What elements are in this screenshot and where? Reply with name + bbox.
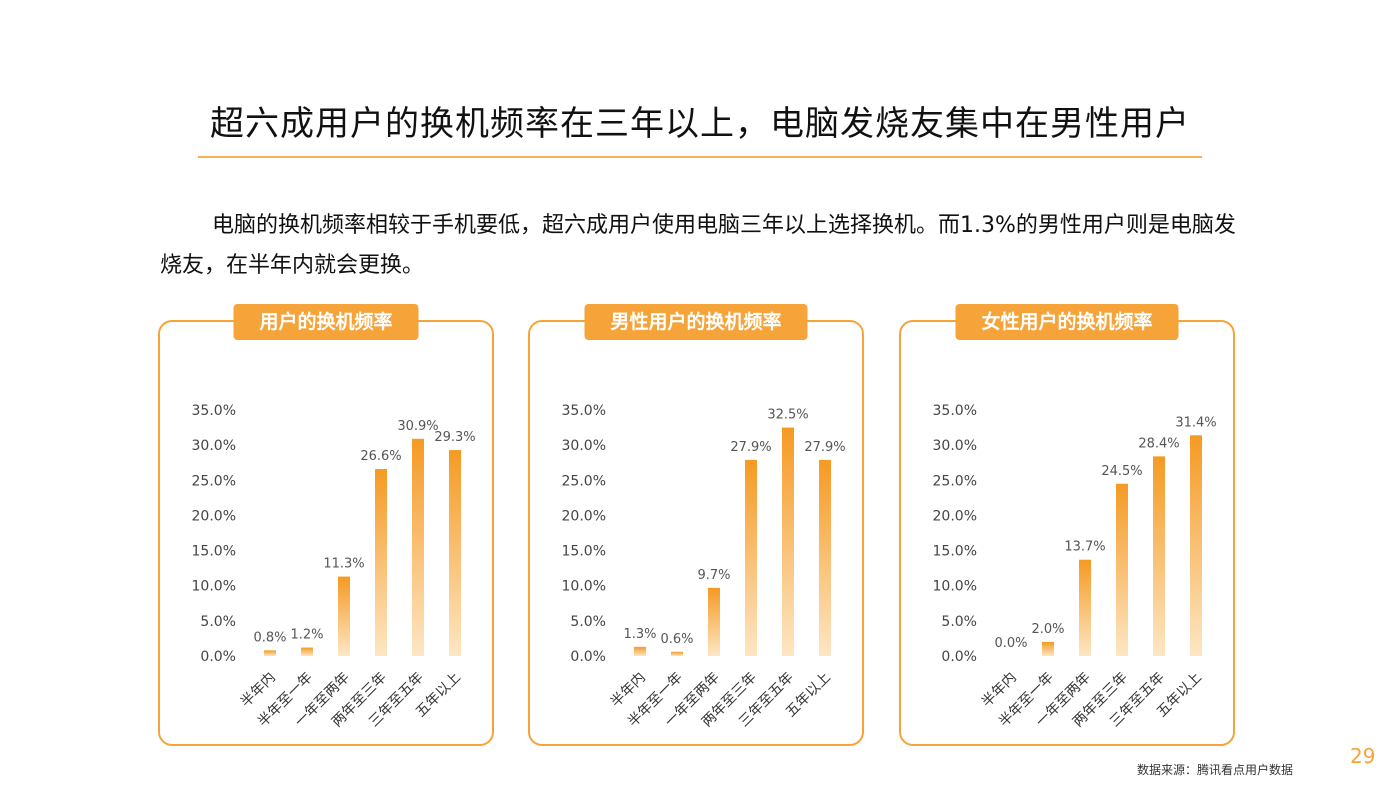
- y-tick-label: 25.0%: [933, 473, 977, 489]
- bar: [412, 438, 424, 656]
- chart-panel-male: 男性用户的换机频率 0.0% 5.0% 10.0% 15.0% 20.0% 25.0% 30…: [528, 304, 864, 746]
- y-tick-label: 5.0%: [200, 614, 236, 630]
- y-tick-label: 25.0%: [192, 473, 236, 489]
- bar-value-label: 30.9%: [397, 419, 438, 434]
- y-tick-label: 0.0%: [200, 649, 236, 665]
- y-tick-label: 20.0%: [192, 508, 236, 524]
- y-tick-label: 35.0%: [562, 403, 606, 419]
- y-tick-label: 30.0%: [192, 438, 236, 454]
- bar-value-label: 32.5%: [767, 408, 808, 423]
- chart-title-male: 男性用户的换机频率: [584, 304, 808, 340]
- bar-value-label: 26.6%: [360, 449, 401, 464]
- y-tick-label: 20.0%: [933, 508, 977, 524]
- bar-value-label: 27.9%: [804, 440, 845, 455]
- bar-value-label: 11.3%: [323, 557, 364, 572]
- bar: [1153, 456, 1165, 656]
- y-tick-label: 15.0%: [933, 544, 977, 560]
- intro-paragraph: 电脑的换机频率相较于手机要低，超六成用户使用电脑三年以上选择换机。而1.3%的男…: [160, 213, 1236, 278]
- bar-value-label: 2.0%: [1031, 622, 1064, 637]
- bar: [1190, 435, 1202, 656]
- y-tick-label: 35.0%: [933, 403, 977, 419]
- bar-value-label: 1.3%: [623, 627, 656, 642]
- y-tick-label: 0.0%: [941, 649, 977, 665]
- y-tick-label: 5.0%: [570, 614, 606, 630]
- y-tick-label: 15.0%: [562, 544, 606, 560]
- bar: [819, 459, 831, 656]
- bar-chart-male: 0.0% 5.0% 10.0% 15.0% 20.0% 25.0% 30.0% 35.0% 1.…: [562, 403, 846, 730]
- page-title: 超六成用户的换机频率在三年以上，电脑发烧友集中在男性用户: [210, 104, 1190, 144]
- bar-value-label: 9.7%: [697, 568, 730, 583]
- bar-chart-female: 0.0% 5.0% 10.0% 15.0% 20.0% 25.0% 30.0% 35.0% 0.…: [933, 403, 1217, 730]
- bar-value-label: 0.6%: [660, 632, 693, 647]
- bar: [301, 647, 313, 656]
- y-tick-label: 0.0%: [570, 649, 606, 665]
- y-tick-label: 10.0%: [192, 579, 236, 595]
- bar-chart-all: 0.0% 5.0% 10.0% 15.0% 20.0% 25.0% 30.0% 35.0% 0.…: [192, 403, 476, 730]
- data-source-note: 数据来源：腾讯看点用户数据: [1137, 763, 1294, 777]
- chart-panel-all: 用户的换机频率 0.0% 5.0% 10.0% 15.0% 20.0% 25.0% 30.0…: [158, 304, 494, 746]
- y-tick-label: 25.0%: [562, 473, 606, 489]
- bar: [264, 650, 276, 656]
- y-tick-label: 5.0%: [941, 614, 977, 630]
- y-tick-label: 35.0%: [192, 403, 236, 419]
- bar-value-label: 27.9%: [730, 440, 771, 455]
- bar: [338, 576, 350, 656]
- y-tick-label: 20.0%: [562, 508, 606, 524]
- chart-panel-female: 女性用户的换机频率 0.0% 5.0% 10.0% 15.0% 20.0% 25.0% 30…: [899, 304, 1235, 746]
- bar: [1116, 483, 1128, 656]
- y-tick-label: 15.0%: [192, 544, 236, 560]
- bar-value-label: 24.5%: [1101, 464, 1142, 479]
- bar-value-label: 31.4%: [1175, 415, 1216, 430]
- bar-value-label: 0.8%: [253, 630, 286, 645]
- bar: [1079, 559, 1091, 656]
- chart-title-female: 女性用户的换机频率: [955, 304, 1179, 340]
- bar-value-label: 1.2%: [290, 628, 323, 643]
- chart-title-all: 用户的换机频率: [233, 304, 419, 340]
- bar-value-label: 0.0%: [994, 636, 1027, 651]
- bar: [375, 469, 387, 656]
- y-tick-label: 10.0%: [933, 579, 977, 595]
- bar-value-label: 28.4%: [1138, 436, 1179, 451]
- bar-value-label: 29.3%: [434, 430, 475, 445]
- bar: [449, 450, 461, 656]
- y-tick-label: 30.0%: [562, 438, 606, 454]
- bar: [708, 587, 720, 656]
- y-tick-label: 30.0%: [933, 438, 977, 454]
- page-number: 29: [1350, 744, 1376, 768]
- bar: [671, 651, 683, 656]
- bar-value-label: 13.7%: [1064, 540, 1105, 555]
- bar: [782, 427, 794, 656]
- bar: [745, 459, 757, 656]
- bar: [634, 646, 646, 656]
- bar: [1042, 641, 1054, 656]
- title-underline: [198, 156, 1202, 158]
- y-tick-label: 10.0%: [562, 579, 606, 595]
